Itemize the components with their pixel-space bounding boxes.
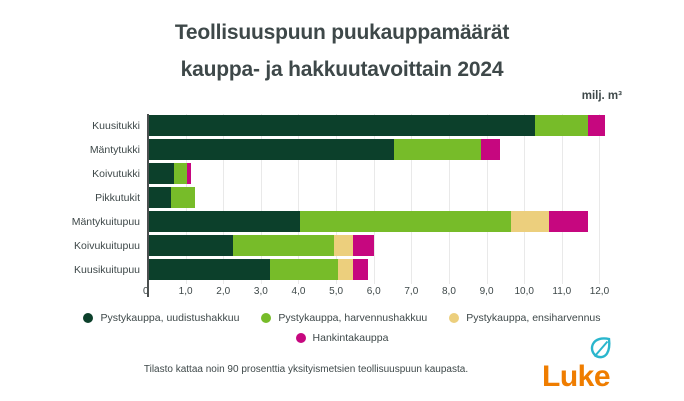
category-label: Kuusitukki <box>92 119 140 132</box>
bar-segment <box>148 259 271 280</box>
legend-dot-icon <box>261 313 272 323</box>
bar-row: Koivutukki <box>92 163 622 184</box>
bar-row: Kuusikuitupuu <box>74 259 622 280</box>
footnote: Tilasto kattaa noin 90 prosenttia yksity… <box>143 364 469 375</box>
x-tick-label: 3,0 <box>253 286 268 297</box>
bar-row: Pikkutukit <box>95 187 622 208</box>
bar-row: Mäntykuitupuu <box>72 211 622 232</box>
unit-label: milj. m³ <box>581 90 622 102</box>
x-tick-label: 6,0 <box>366 286 381 297</box>
luke-logo-text: Luke <box>542 360 611 393</box>
stacked-bar <box>148 115 622 136</box>
gridline <box>599 114 601 284</box>
legend-item: Hankintakauppa <box>295 332 389 344</box>
x-tick-label: 10,0 <box>514 286 534 297</box>
bar-rows: Kuusitukki Mäntytukki Koivutukki Pikkutukit… <box>72 114 622 280</box>
x-tick-label: 12,0 <box>589 286 610 297</box>
bar-segment <box>232 235 335 256</box>
bar-segment <box>353 259 369 280</box>
stacked-bar <box>148 139 622 160</box>
x-tick-label: 7,0 <box>404 286 419 297</box>
category-label: Pikkutukit <box>95 191 140 204</box>
category-label: Kuusikuitupuu <box>74 263 140 276</box>
bar-segment <box>480 139 500 160</box>
bar-segment <box>148 211 301 232</box>
bar-segment <box>270 259 338 280</box>
legend-row-2: Hankintakauppa <box>0 332 684 344</box>
gridline <box>524 114 526 284</box>
legend: Pystykauppa, uudistushakkuu Pystykauppa, … <box>0 312 684 352</box>
bar-segment <box>535 115 589 136</box>
legend-dot-icon <box>295 333 306 343</box>
bar-segment <box>394 139 481 160</box>
x-tick-label: 9,0 <box>479 286 494 297</box>
gridline <box>373 114 375 284</box>
category-label: Koivukuitupuu <box>74 239 140 252</box>
x-tick-label: 4,0 <box>291 286 306 297</box>
chart-title: Teollisuuspuun puukauppamäärät kauppa- j… <box>0 14 684 88</box>
bar-segment <box>548 211 589 232</box>
bar-segment <box>187 163 192 184</box>
gridline <box>448 114 450 284</box>
stacked-bar <box>148 187 622 208</box>
stacked-bar <box>148 235 622 256</box>
luke-logo: Luke <box>542 337 611 393</box>
bar-segment <box>148 187 171 208</box>
bar-segment <box>353 235 374 256</box>
gridline <box>223 114 225 284</box>
category-label: Mäntytukki <box>89 143 140 156</box>
gridline <box>411 114 413 284</box>
gridline <box>260 114 262 284</box>
legend-label: Pystykauppa, harvennushakkuu <box>278 312 428 324</box>
gridline <box>561 114 563 284</box>
stacked-bar <box>148 259 622 280</box>
bar-segment <box>588 115 606 136</box>
x-tick-label: 5,0 <box>329 286 344 297</box>
legend-label: Hankintakauppa <box>312 332 389 344</box>
x-tick-label: 11,0 <box>552 286 572 297</box>
bar-segment <box>170 187 195 208</box>
bar-segment <box>148 139 395 160</box>
x-tick-label: 2,0 <box>216 286 231 297</box>
bar-segment <box>511 211 549 232</box>
legend-item: Pystykauppa, ensiharvennus <box>449 312 601 324</box>
gridline <box>298 114 300 284</box>
stacked-bar <box>148 163 622 184</box>
legend-dot-icon <box>83 313 94 323</box>
gridline <box>336 114 338 284</box>
plot-area: Kuusitukki Mäntytukki Koivutukki Pikkutukit… <box>72 114 622 297</box>
stacked-bar <box>148 211 622 232</box>
legend-label: Pystykauppa, uudistushakkuu <box>100 312 240 324</box>
chart-title-line1: Teollisuuspuun puukauppamäärät <box>174 21 510 44</box>
bar-segment <box>148 163 175 184</box>
legend-item: Pystykauppa, uudistushakkuu <box>83 312 239 324</box>
legend-row-1: Pystykauppa, uudistushakkuu Pystykauppa, … <box>0 312 684 324</box>
luke-leaf-icon <box>590 337 611 359</box>
x-tick-label: 0 <box>142 286 149 297</box>
legend-dot-icon <box>449 313 460 323</box>
legend-item: Pystykauppa, harvennushakkuu <box>261 312 427 324</box>
bar-segment <box>300 211 511 232</box>
bar-segment <box>337 259 353 280</box>
chart-title-line2: kauppa- ja hakkuutavoittain 2024 <box>180 58 504 81</box>
x-tick-label: 8,0 <box>441 286 456 297</box>
category-label: Koivutukki <box>92 167 140 180</box>
gridline <box>486 114 488 284</box>
bar-segment <box>334 235 353 256</box>
bar-row: Kuusitukki <box>92 115 622 136</box>
x-axis-ticks: 0 1,0 2,0 3,0 4,0 5,0 6,0 7,0 8,0 9,0 10,0 11,0 12,0 <box>143 286 622 300</box>
x-tick-label: 1,0 <box>178 286 193 297</box>
category-label: Mäntykuitupuu <box>71 215 140 228</box>
bar-segment <box>148 115 536 136</box>
bar-segment <box>174 163 188 184</box>
bar-row: Mäntytukki <box>90 139 622 160</box>
bar-row: Koivukuitupuu <box>74 235 622 256</box>
legend-label: Pystykauppa, ensiharvennus <box>466 312 601 324</box>
bar-segment <box>148 235 233 256</box>
